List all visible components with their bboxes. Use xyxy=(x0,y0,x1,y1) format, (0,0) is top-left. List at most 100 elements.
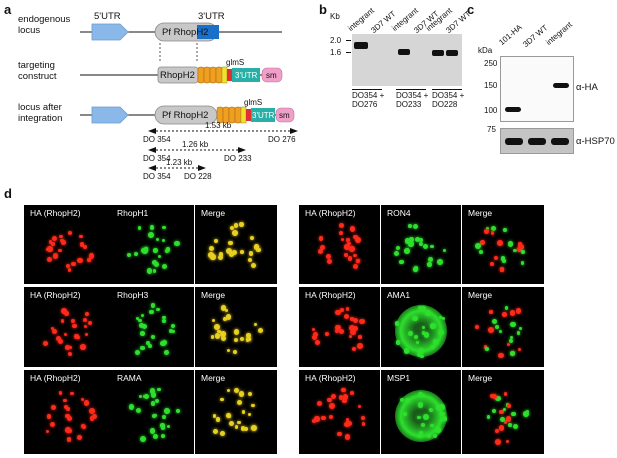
utr3-label: 3'UTR xyxy=(198,11,225,22)
fluorescent-punctum xyxy=(405,247,409,252)
fluorescent-punctum xyxy=(141,323,147,329)
fluorescent-punctum xyxy=(82,245,87,249)
micro-l3-merge: Merge xyxy=(195,370,277,454)
fluorescent-punctum xyxy=(67,351,72,356)
fluorescent-punctum xyxy=(250,425,257,432)
fluorescent-punctum xyxy=(53,253,59,259)
fluorescent-punctum xyxy=(248,251,254,256)
gene-label-integrated: Pf RhopH2 xyxy=(162,110,209,121)
fluorescent-punctum xyxy=(517,347,522,352)
fluorescent-punctum xyxy=(142,394,146,399)
fluorescent-punctum xyxy=(63,398,67,403)
fluorescent-punctum xyxy=(352,317,359,324)
fluorescent-punctum xyxy=(51,404,57,410)
fluorescent-punctum xyxy=(352,346,357,351)
fluorescent-punctum xyxy=(217,255,223,261)
fluorescent-punctum xyxy=(329,402,336,409)
fluorescent-punctum xyxy=(81,398,85,402)
fluorescent-punctum xyxy=(147,344,152,349)
sm-box-targeting xyxy=(261,67,283,83)
micro-label: HA (RhopH2) xyxy=(305,290,356,300)
fluorescent-punctum xyxy=(342,394,349,401)
fluorescent-punctum xyxy=(151,401,156,406)
fluorescent-punctum xyxy=(430,245,434,249)
wb-marker-75: 75 xyxy=(487,125,496,134)
amplicon-3-fwd: DO 354 xyxy=(143,172,171,181)
fluorescent-punctum xyxy=(217,329,221,334)
micro-label: RhopH1 xyxy=(117,208,149,218)
row-label-targeting: targeting construct xyxy=(18,60,57,82)
fluorescent-punctum xyxy=(430,344,436,350)
fluorescent-punctum xyxy=(141,313,145,317)
fluorescent-punctum xyxy=(232,250,237,256)
fluorescent-punctum xyxy=(138,318,142,323)
fluorescent-punctum xyxy=(312,334,318,340)
fluorescent-punctum xyxy=(225,309,229,313)
fluorescent-punctum xyxy=(510,310,516,316)
fluorescent-punctum xyxy=(156,307,160,312)
fluorescent-punctum xyxy=(352,326,358,332)
micro-label: RhopH3 xyxy=(117,290,149,300)
sm-label-integrated: sm xyxy=(279,111,290,120)
fluorescent-punctum xyxy=(78,234,83,239)
fluorescent-punctum xyxy=(495,438,502,445)
fluorescent-punctum xyxy=(148,232,155,238)
fluorescent-punctum xyxy=(516,331,520,335)
fluorescent-punctum xyxy=(422,414,429,421)
fluorescent-punctum xyxy=(347,241,351,246)
fluorescent-punctum xyxy=(327,397,332,403)
fluorescent-punctum xyxy=(418,306,422,311)
fluorescent-punctum xyxy=(421,394,425,398)
fluorescent-punctum xyxy=(232,230,238,237)
fluorescent-punctum xyxy=(328,414,334,420)
fluorescent-punctum xyxy=(84,332,89,337)
fluorescent-punctum xyxy=(59,234,63,239)
fluorescent-punctum xyxy=(345,307,350,312)
fluorescent-punctum xyxy=(257,327,263,333)
fluorescent-punctum xyxy=(77,435,82,441)
fluorescent-punctum xyxy=(84,324,88,328)
fluorescent-punctum xyxy=(253,322,258,327)
fluorescent-punctum xyxy=(508,241,514,247)
fluorescent-punctum xyxy=(162,319,167,323)
fluorescent-punctum xyxy=(87,321,92,326)
fluorescent-punctum xyxy=(417,434,422,438)
fluorescent-punctum xyxy=(419,238,424,243)
fluorescent-punctum xyxy=(441,316,446,321)
fluorescent-punctum xyxy=(227,388,231,392)
fluorescent-punctum xyxy=(342,389,346,393)
gel-group-1: DO354 + DO276 xyxy=(352,91,385,109)
micro-l2-merge: Merge xyxy=(195,287,277,367)
fluorescent-punctum xyxy=(340,237,345,242)
fluorescent-punctum xyxy=(409,237,414,242)
panel-label-b: b xyxy=(319,2,327,17)
fluorescent-punctum xyxy=(408,330,414,336)
wb-marker-150: 150 xyxy=(484,81,498,90)
fluorescent-punctum xyxy=(442,249,446,253)
fluorescent-punctum xyxy=(161,238,165,242)
fluorescent-punctum xyxy=(128,404,134,410)
fluorescent-punctum xyxy=(314,339,320,345)
fluorescent-punctum xyxy=(58,249,62,253)
locus-diagram xyxy=(80,22,298,171)
fluorescent-punctum xyxy=(233,387,239,393)
wb-ha-blot xyxy=(500,56,574,122)
micro-label: HA (RhopH2) xyxy=(305,208,356,218)
fluorescent-punctum xyxy=(413,266,419,271)
fluorescent-punctum xyxy=(225,314,232,320)
fluorescent-punctum xyxy=(526,409,530,413)
fluorescent-punctum xyxy=(484,346,490,352)
fluorescent-punctum xyxy=(143,393,150,400)
fluorescent-punctum xyxy=(247,337,251,341)
fluorescent-punctum xyxy=(150,334,155,339)
fluorescent-punctum xyxy=(318,236,324,241)
fluorescent-punctum xyxy=(325,332,330,337)
fluorescent-punctum xyxy=(60,319,65,324)
fluorescent-punctum xyxy=(512,423,518,429)
fluorescent-punctum xyxy=(427,256,433,262)
fluorescent-punctum xyxy=(416,340,420,344)
micro-label: Merge xyxy=(468,208,493,218)
panel-label-d: d xyxy=(4,186,12,201)
wb-lane-1: 101-HA xyxy=(497,22,524,47)
fluorescent-punctum xyxy=(490,261,494,266)
